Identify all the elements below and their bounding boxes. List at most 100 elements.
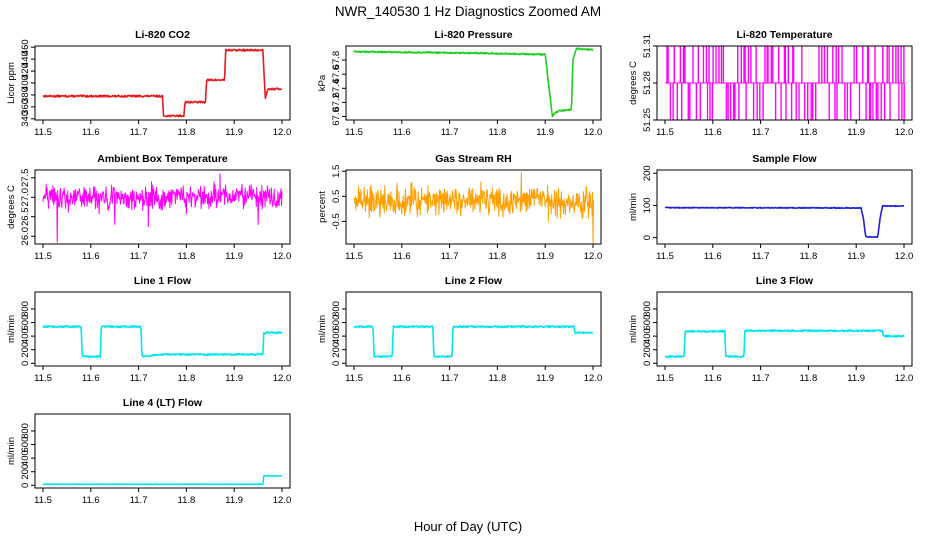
- y-tick-label: 400: [331, 328, 342, 344]
- y-tick-label: 600: [20, 315, 31, 331]
- series-line: [664, 329, 905, 359]
- y-tick-label: 460: [20, 39, 31, 55]
- y-tick-label: 67.6: [331, 65, 342, 84]
- figure-xlabel: Hour of Day (UTC): [414, 519, 522, 534]
- x-tick-label: 11.7: [441, 373, 459, 384]
- y-tick-label: 360: [20, 99, 31, 115]
- x-tick-label: 11.9: [536, 373, 554, 384]
- y-tick-label: 67.2: [331, 93, 342, 112]
- x-tick-label: 11.7: [130, 495, 148, 506]
- panel-title: Li-820 CO2: [135, 29, 190, 41]
- figure-title: NWR_140530 1 Hz Diagnostics Zoomed AM: [335, 4, 601, 19]
- y-tick-label: 0: [642, 235, 653, 240]
- x-tick-label: 11.8: [800, 127, 818, 138]
- plot-frame: [34, 169, 291, 245]
- panel-title: Line 2 Flow: [445, 275, 503, 287]
- y-tick-label: 800: [331, 301, 342, 317]
- panel-8: Line 2 Flow 11.5 11.6 11.7 11.8 11.9 12.0 0 2004…: [317, 275, 602, 384]
- series-line: [664, 204, 905, 238]
- y-tick-label: 800: [642, 301, 653, 317]
- x-tick-label: 11.6: [704, 373, 722, 384]
- x-tick-label: 11.8: [800, 373, 818, 384]
- y-tick-label: 600: [20, 437, 31, 453]
- x-tick-label: 12.0: [273, 373, 292, 384]
- x-tick-label: 11.9: [847, 373, 865, 384]
- x-tick-label: 12.0: [895, 373, 914, 384]
- plot-frame: [345, 45, 602, 121]
- x-tick-label: 11.9: [536, 127, 554, 138]
- panel-title: Li-820 Pressure: [434, 29, 512, 41]
- x-tick-label: 11.5: [656, 251, 674, 262]
- y-axis-label: ml/min: [317, 315, 328, 343]
- x-tick-label: 11.9: [847, 127, 865, 138]
- x-tick-label: 12.0: [584, 373, 603, 384]
- y-axis-label: ml/min: [6, 315, 17, 343]
- x-tick-label: 12.0: [273, 251, 292, 262]
- y-tick-label: 200: [642, 165, 653, 181]
- y-tick-label: 1.5: [331, 165, 342, 178]
- x-tick-label: 11.7: [130, 127, 148, 138]
- x-tick-label: 11.5: [34, 127, 52, 138]
- x-tick-label: 11.5: [34, 251, 52, 262]
- y-tick-label: 67.0: [331, 107, 342, 126]
- panel-title: Line 4 (LT) Flow: [123, 397, 203, 409]
- y-tick-label: 67.8: [331, 51, 342, 70]
- y-axis-label: ml/min: [6, 437, 17, 465]
- y-tick-label: 340: [20, 111, 31, 127]
- x-tick-label: 11.8: [178, 373, 196, 384]
- x-tick-label: 12.0: [273, 127, 292, 138]
- panel-title: Line 1 Flow: [134, 275, 192, 287]
- x-tick-label: 11.5: [34, 373, 52, 384]
- x-tick-label: 12.0: [584, 251, 603, 262]
- panel-1: Li-820 CO2 11.5 11.6 11.7 11.8 11.9 12.0 340360…: [6, 29, 291, 138]
- x-tick-label: 11.6: [82, 251, 100, 262]
- y-tick-label: 26.0: [20, 227, 31, 246]
- y-tick-label: 0: [642, 361, 653, 366]
- x-tick-label: 11.5: [656, 127, 674, 138]
- y-axis-label: degrees C: [628, 61, 639, 105]
- series-line: [353, 172, 594, 244]
- x-tick-label: 11.9: [225, 127, 243, 138]
- x-tick-label: 11.8: [178, 495, 196, 506]
- x-tick-label: 11.9: [225, 495, 243, 506]
- panel-3: Li-820 Temperature 11.5 11.6 11.7 11.8 11.9 12…: [628, 29, 913, 138]
- y-axis-label: percent: [317, 191, 328, 223]
- y-axis-label: kPa: [317, 74, 328, 91]
- series-line: [353, 325, 594, 358]
- y-tick-label: 0: [20, 483, 31, 488]
- y-axis-label: degrees C: [6, 185, 17, 229]
- panel-title: Ambient Box Temperature: [97, 153, 228, 165]
- y-tick-label: 200: [642, 342, 653, 358]
- x-tick-label: 12.0: [895, 251, 914, 262]
- y-tick-label: 400: [20, 328, 31, 344]
- x-tick-label: 11.6: [82, 373, 100, 384]
- x-tick-label: 11.5: [345, 251, 363, 262]
- x-tick-label: 11.8: [178, 127, 196, 138]
- x-tick-label: 11.5: [345, 373, 363, 384]
- y-tick-label: 0: [331, 361, 342, 366]
- panel-9: Line 3 Flow 11.5 11.6 11.7 11.8 11.9 12.0 0 2004…: [628, 275, 913, 384]
- y-tick-label: 200: [20, 342, 31, 358]
- series-line: [42, 474, 283, 486]
- x-tick-label: 11.7: [752, 251, 770, 262]
- y-tick-label: 0: [20, 361, 31, 366]
- y-tick-label: 400: [20, 75, 31, 91]
- y-tick-label: 200: [331, 342, 342, 358]
- x-tick-label: 12.0: [895, 127, 914, 138]
- panel-2: Li-820 Pressure 11.5 11.6 11.7 11.8 11.9 12.0 6…: [317, 29, 602, 138]
- x-tick-label: 11.7: [752, 127, 770, 138]
- x-tick-label: 11.6: [393, 373, 411, 384]
- panel-4: Ambient Box Temperature 11.5 11.6 11.7 11.8 1…: [6, 153, 291, 262]
- x-tick-label: 11.6: [393, 251, 411, 262]
- y-axis-label: ml/min: [628, 315, 639, 343]
- x-tick-label: 11.6: [393, 127, 411, 138]
- x-tick-label: 11.8: [800, 251, 818, 262]
- y-tick-label: 200: [20, 464, 31, 480]
- x-tick-label: 11.6: [82, 495, 100, 506]
- x-tick-label: 11.8: [489, 127, 507, 138]
- panel-title: Li-820 Temperature: [736, 29, 832, 41]
- x-tick-label: 11.8: [489, 251, 507, 262]
- y-tick-label: 400: [642, 328, 653, 344]
- x-tick-label: 12.0: [584, 127, 603, 138]
- x-tick-label: 11.6: [704, 251, 722, 262]
